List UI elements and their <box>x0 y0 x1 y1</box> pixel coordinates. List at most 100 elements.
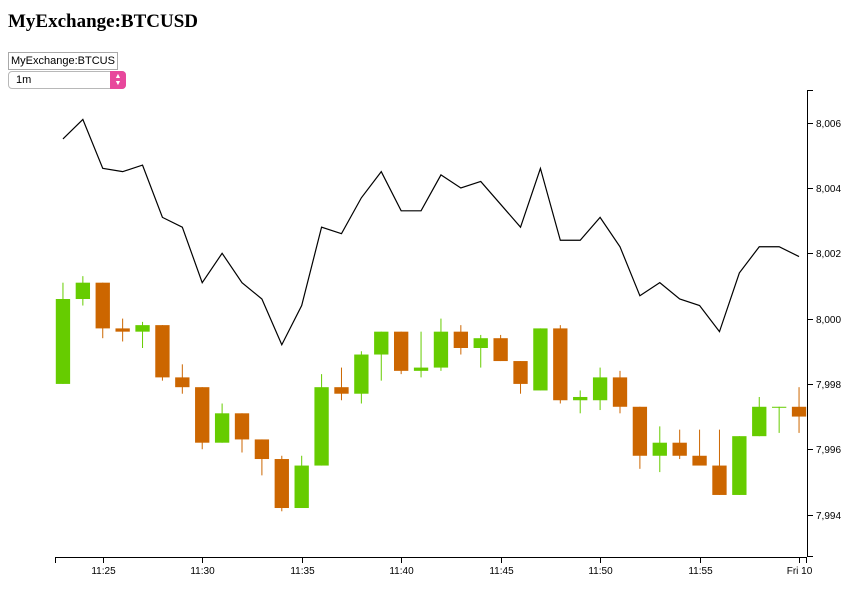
candle <box>95 282 110 339</box>
candle-body <box>115 328 130 332</box>
y-tick-label: 8,004 <box>816 184 841 195</box>
candle <box>791 387 807 433</box>
candle <box>732 436 747 495</box>
candle-body <box>135 325 150 332</box>
candle-body <box>732 436 747 495</box>
candle-body <box>493 338 508 362</box>
candle-body <box>612 377 628 407</box>
candle-body <box>433 331 449 368</box>
candle-body <box>513 361 528 384</box>
candle <box>612 370 628 414</box>
candle <box>214 403 230 443</box>
y-tick-label: 8,002 <box>816 249 841 260</box>
candle-body <box>752 406 767 437</box>
select-arrows-icon[interactable]: ▲ ▼ <box>110 71 126 89</box>
candle-body <box>413 367 429 371</box>
y-tick-label: 8,000 <box>816 315 841 326</box>
candle <box>632 406 648 469</box>
candle-body <box>195 387 210 443</box>
candle <box>513 361 528 394</box>
candle <box>473 334 488 368</box>
x-tick-label: 11:50 <box>588 566 613 577</box>
candle <box>155 325 170 381</box>
candle-body <box>374 331 389 355</box>
candle-body <box>473 338 488 348</box>
candle-body <box>652 442 667 456</box>
candle-body <box>771 406 787 408</box>
candle <box>592 367 608 411</box>
interval-select[interactable]: 1m ▲ ▼ <box>8 71 126 89</box>
candle-body <box>175 377 190 388</box>
candle-body <box>712 465 727 495</box>
symbol-input[interactable] <box>8 52 118 70</box>
candle-body <box>393 331 409 371</box>
y-axis: 7,994 7,996 7,998 8,000 8,002 8,004 8,006 <box>807 90 841 557</box>
candle-body <box>553 328 568 401</box>
candle <box>374 331 389 381</box>
candle <box>771 406 787 433</box>
x-tick-label: 11:35 <box>290 566 315 577</box>
candle-body <box>294 465 309 509</box>
x-tick-label: 11:40 <box>389 566 414 577</box>
candle <box>672 429 687 460</box>
candle-body <box>274 459 289 509</box>
candle <box>413 331 429 378</box>
candle <box>453 325 469 355</box>
candle-body <box>592 377 608 401</box>
x-tick-label: 11:45 <box>489 566 514 577</box>
candle <box>75 276 91 306</box>
candle <box>692 429 707 466</box>
candle <box>573 390 588 414</box>
candle-body <box>234 413 250 440</box>
x-tick-label: 11:55 <box>688 566 713 577</box>
candle <box>314 374 329 466</box>
y-tick-label: 7,998 <box>816 380 841 391</box>
y-tick-label: 7,994 <box>816 511 841 522</box>
x-tick-label: 11:25 <box>91 566 116 577</box>
candle-body <box>314 387 329 466</box>
candle-body <box>95 282 110 329</box>
candle-body <box>453 331 469 348</box>
candle-body <box>334 387 349 394</box>
candle <box>393 331 409 375</box>
y-tick-label: 8,006 <box>816 119 841 130</box>
y-tick-label: 7,996 <box>816 445 841 456</box>
x-tick-label: 11:30 <box>190 566 215 577</box>
candle-body <box>155 325 170 378</box>
candle <box>752 396 767 437</box>
candle <box>135 321 150 348</box>
candlestick-series <box>55 276 807 512</box>
candle-body <box>55 299 71 384</box>
candle <box>334 367 349 401</box>
candle <box>234 413 250 453</box>
candle <box>652 426 667 473</box>
candle-body <box>573 396 588 401</box>
candle-body <box>632 406 648 456</box>
candle <box>553 325 568 404</box>
chevron-down-icon: ▼ <box>114 80 122 87</box>
interval-select-value: 1m <box>16 74 32 86</box>
candle <box>175 364 190 394</box>
x-tick-label: Fri 10 <box>787 566 813 577</box>
candle <box>433 318 449 371</box>
candle <box>115 318 130 342</box>
candle-body <box>672 442 687 456</box>
candle <box>493 334 508 362</box>
candle <box>712 429 727 495</box>
price-line <box>62 118 800 347</box>
candle-body <box>791 406 807 417</box>
candle <box>195 387 210 450</box>
candle-body <box>214 413 230 443</box>
page-title: MyExchange:BTCUSD <box>8 11 199 32</box>
chevron-up-icon: ▲ <box>114 73 122 80</box>
candle-body <box>533 328 548 391</box>
candle-body <box>75 282 91 300</box>
candle <box>274 455 289 512</box>
candle-body <box>354 354 369 394</box>
candle <box>533 328 548 391</box>
candle-body <box>254 439 270 460</box>
candle <box>254 439 270 476</box>
x-axis: 11:25 11:30 11:35 11:40 11:45 11:50 11:55 Fri 1… <box>55 557 813 577</box>
candle <box>55 282 71 384</box>
